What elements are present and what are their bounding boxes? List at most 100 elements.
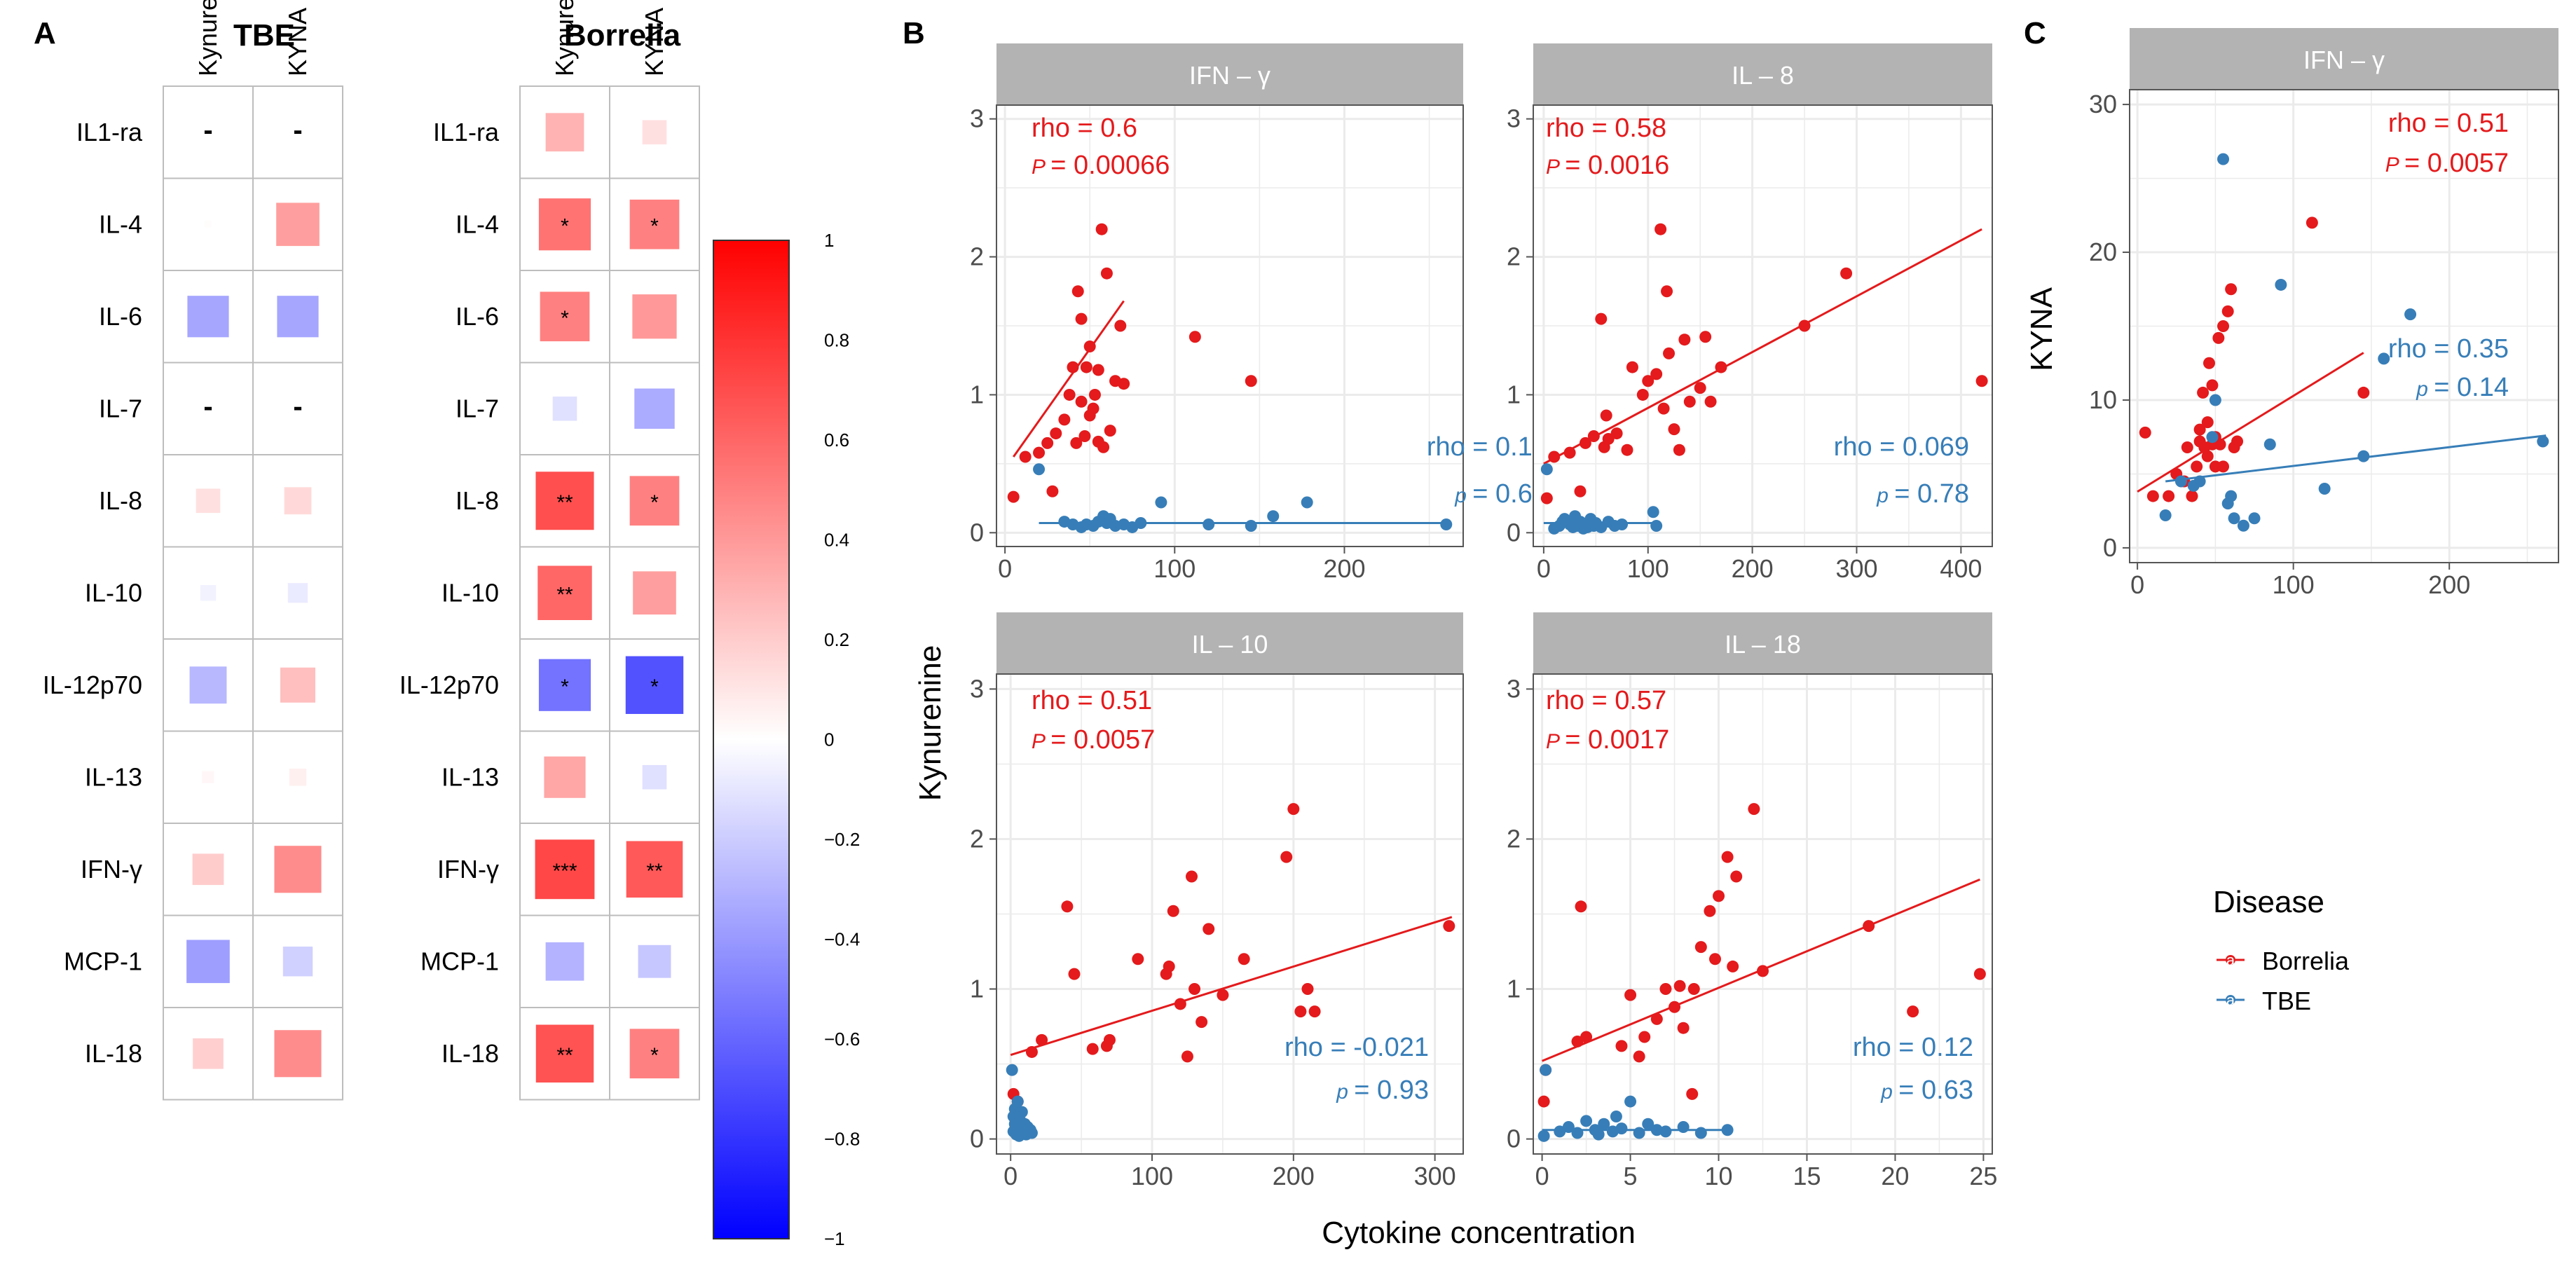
x-tick-label: 0 — [1003, 1162, 1018, 1190]
point-borrelia — [1104, 425, 1116, 437]
tbe-row-label-ifn: IFN-γ — [81, 855, 142, 884]
rho-label-tbe: rho = 0.069 — [1834, 432, 1969, 462]
y-tick-label: 2 — [970, 242, 984, 271]
point-tbe — [1592, 1128, 1605, 1141]
point-borrelia — [2357, 386, 2370, 399]
point-borrelia — [1973, 968, 1986, 980]
p-value: = 0.0016 — [1565, 151, 1669, 180]
panel-b-y-axis-label: Kynurenine — [913, 645, 947, 802]
facet-il-18: IL – 18 0 5 10 15 20 25 0 1 2 3 rho = 0.57 P = 0.001… — [1507, 612, 1997, 1190]
colorbar-tick-label: −0.4 — [824, 929, 860, 950]
point-tbe — [1562, 1120, 1575, 1133]
facet-il-8: IL – 8 0 100 200 300 400 0 1 2 3 rho = 0.58 P = 0.0… — [1507, 43, 1993, 583]
point-tbe — [1033, 463, 1046, 476]
borrelia-cell-il-6-kynurenine — [540, 291, 590, 342]
facet-c-ifn-gamma: IFN – γ 0 100 200 0 10 20 30 rho = 0.51 P = 0.005… — [2089, 28, 2559, 599]
borrelia-cell-il-13-kynurenine — [544, 756, 586, 798]
x-tick-label: 25 — [1969, 1162, 1997, 1190]
point-borrelia — [1668, 423, 1680, 436]
y-tick-label: 0 — [1507, 518, 1521, 547]
rho-label-tbe: rho = -0.021 — [1284, 1033, 1429, 1062]
p-symbol: P — [2385, 153, 2404, 177]
borrelia-significance-mark: * — [650, 214, 659, 238]
borrelia-row-label-il-8: IL-8 — [455, 486, 499, 515]
point-borrelia — [1238, 953, 1250, 966]
borrelia-significance-mark: ** — [556, 1044, 573, 1067]
point-borrelia — [1730, 870, 1743, 883]
point-borrelia — [1095, 223, 1108, 235]
rho-label-tbe: rho = 0.12 — [1853, 1033, 1973, 1062]
point-borrelia — [2193, 423, 2206, 436]
colorbar-tick-label: 0.2 — [824, 629, 849, 650]
y-tick-label: 1 — [1507, 380, 1521, 408]
x-tick-label: 15 — [1793, 1162, 1821, 1190]
facet-strip — [1533, 43, 1992, 105]
point-borrelia — [1654, 223, 1667, 235]
point-tbe — [2209, 394, 2221, 406]
point-tbe — [2225, 490, 2238, 502]
point-borrelia — [2217, 460, 2230, 473]
x-tick-label: 20 — [1881, 1162, 1909, 1190]
point-borrelia — [1683, 395, 1696, 408]
tbe-row-label-il1-ra: IL1-ra — [76, 118, 143, 146]
point-borrelia — [1687, 983, 1700, 996]
tbe-cell-mcp-1-kyna — [282, 947, 313, 977]
point-borrelia — [1103, 1033, 1116, 1046]
facet-il-10: IL – 10 0 100 200 300 0 1 2 3 rho = 0.51 P = 0.005… — [970, 612, 1464, 1190]
borrelia-significance-mark: * — [650, 1044, 659, 1067]
point-borrelia — [1075, 395, 1088, 408]
colorbar-tick-label: 0.8 — [824, 330, 849, 351]
borrelia-cell-mcp-1-kynurenine — [545, 942, 584, 981]
point-borrelia — [1007, 490, 1020, 503]
p-value: = 0.0057 — [1050, 725, 1155, 755]
x-tick-label: 200 — [1273, 1162, 1315, 1190]
point-borrelia — [1186, 870, 1198, 883]
tbe-cell-il-13-kynurenine — [202, 771, 214, 783]
colorbar-tick-label: 0.6 — [824, 430, 849, 451]
heatmap-title-borrelia: Borrelia — [564, 18, 681, 53]
point-borrelia — [1080, 361, 1092, 373]
point-borrelia — [2181, 441, 2193, 453]
colorbar-tick-label: −0.8 — [824, 1129, 860, 1150]
plot-border — [1533, 104, 1993, 547]
point-borrelia — [1657, 402, 1670, 415]
point-borrelia — [2202, 357, 2215, 369]
point-borrelia — [1579, 437, 1591, 449]
point-tbe — [2404, 308, 2417, 321]
point-tbe — [1616, 518, 1629, 530]
point-borrelia — [1067, 361, 1079, 373]
y-tick-label: 0 — [2103, 533, 2117, 562]
p-symbol: P — [1032, 156, 1050, 179]
point-borrelia — [1673, 980, 1686, 992]
borrelia-cell-ifn-kynurenine — [535, 839, 595, 900]
y-tick-label: 3 — [970, 674, 984, 703]
borrelia-cell-il-8-kynurenine — [535, 472, 594, 530]
y-tick-label: 3 — [970, 104, 984, 133]
borrelia-row-label-il-7: IL-7 — [455, 394, 499, 422]
point-borrelia — [2146, 490, 2159, 502]
point-borrelia — [1678, 334, 1691, 346]
tbe-cell-il-13-kyna — [289, 769, 307, 786]
point-borrelia — [2163, 490, 2175, 502]
point-tbe — [1203, 518, 1215, 530]
rho-label-borrelia: rho = 0.51 — [2388, 109, 2509, 138]
point-borrelia — [1163, 960, 1175, 973]
point-tbe — [1694, 1127, 1707, 1139]
borrelia-significance-mark: * — [561, 675, 569, 699]
plot-border — [1533, 673, 1993, 1155]
borrelia-row-label-il-18: IL-18 — [441, 1039, 499, 1068]
tbe-col-header-kyna: KYNA — [283, 8, 312, 76]
point-borrelia — [1575, 900, 1587, 913]
point-borrelia — [1025, 1045, 1038, 1058]
facet-strip-label: IFN – γ — [2303, 46, 2385, 74]
colorbar-tick-label: 0 — [824, 729, 834, 750]
point-borrelia — [2212, 331, 2225, 344]
p-value-label-borrelia: P = 0.0057 — [1032, 725, 1155, 755]
legend-key-point-tbe — [2226, 995, 2235, 1005]
borrelia-cell-ifn-kyna — [626, 841, 683, 898]
borrelia-cell-il-13-kyna — [642, 764, 667, 790]
colorbar-tick-label: 1 — [824, 230, 834, 251]
point-borrelia — [1041, 437, 1054, 449]
borrelia-cell-il-10-kyna — [633, 571, 676, 615]
borrelia-significance-mark: * — [561, 214, 569, 238]
